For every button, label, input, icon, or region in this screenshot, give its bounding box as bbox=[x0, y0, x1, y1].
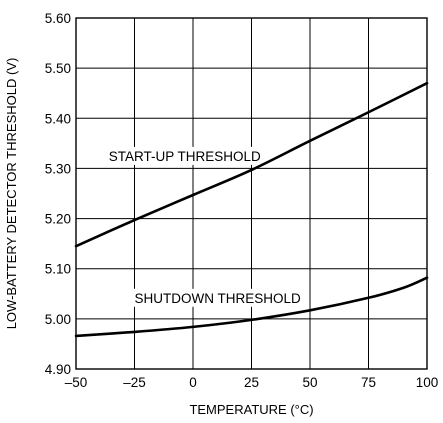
y-tick-label: 5.60 bbox=[45, 11, 71, 26]
x-tick-label: 75 bbox=[361, 375, 376, 390]
x-tick-label: –25 bbox=[123, 375, 146, 390]
y-tick-label: 5.20 bbox=[45, 212, 71, 227]
x-axis-title: TEMPERATURE (°C) bbox=[189, 402, 313, 417]
annotation-backdrop bbox=[131, 288, 280, 307]
annotations: START-UP THRESHOLD SHUTDOWN THRESHOLD bbox=[105, 146, 302, 307]
x-tick-label: –50 bbox=[65, 375, 88, 390]
y-tick-label: 4.90 bbox=[45, 362, 71, 377]
y-tick-label: 5.00 bbox=[45, 312, 71, 327]
plot-frame bbox=[75, 17, 428, 370]
shutdown-threshold-label: SHUTDOWN THRESHOLD bbox=[135, 291, 302, 306]
annotation-backdrop bbox=[105, 146, 254, 165]
x-tick-label: 50 bbox=[302, 375, 317, 390]
x-tick-label: 0 bbox=[189, 375, 197, 390]
startup-threshold-label: START-UP THRESHOLD bbox=[109, 149, 261, 164]
x-tick-label: 25 bbox=[244, 375, 259, 390]
x-tick-label: 100 bbox=[416, 375, 439, 390]
shutdown-threshold-line bbox=[74, 276, 429, 338]
y-tick-labels: 4.90 5.00 5.10 5.20 5.30 5.40 5.50 5.60 bbox=[45, 11, 71, 377]
y-axis-title: LOW-BATTERY DETECTOR THRESHOLD (V) bbox=[4, 58, 19, 330]
grid bbox=[76, 18, 427, 369]
y-tick-label: 5.30 bbox=[45, 161, 71, 176]
series-lines bbox=[74, 81, 429, 338]
y-tick-label: 5.50 bbox=[45, 61, 71, 76]
x-tick-labels: –50 –25 0 25 50 75 100 bbox=[65, 375, 439, 390]
startup-threshold-line bbox=[74, 81, 429, 248]
y-tick-label: 5.40 bbox=[45, 111, 71, 126]
y-tick-label: 5.10 bbox=[45, 262, 71, 277]
